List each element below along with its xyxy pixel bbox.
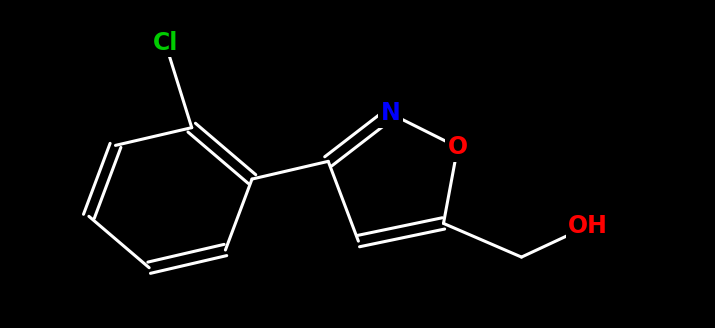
- Text: O: O: [448, 135, 468, 159]
- Text: OH: OH: [568, 214, 608, 238]
- Text: N: N: [380, 101, 400, 126]
- Text: Cl: Cl: [152, 31, 178, 54]
